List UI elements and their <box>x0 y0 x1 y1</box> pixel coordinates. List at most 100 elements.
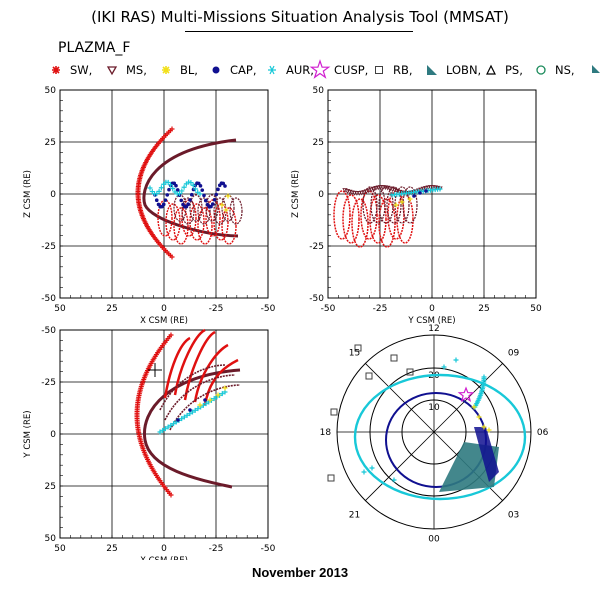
crosshair-marker <box>148 363 162 377</box>
cap-point <box>216 187 220 192</box>
aur-point <box>369 465 375 471</box>
aur-point <box>192 407 198 413</box>
aur-point <box>181 184 187 190</box>
y-tick-label: -50 <box>41 294 56 304</box>
bl-point <box>207 397 213 403</box>
mlt-hour-label: 15 <box>349 348 360 358</box>
mlt-hour-label: 00 <box>428 535 440 545</box>
x-tick-label: -50 <box>261 544 276 554</box>
magnetosheath-loop <box>181 197 195 225</box>
legend-label: LOBN, <box>446 63 481 77</box>
aur-point <box>170 185 176 191</box>
magnetosheath-loop <box>362 186 378 224</box>
aur-point <box>165 179 171 185</box>
panel-yz: -50 -25 0 25 50 50 25 0 -25 -50 Y CSM (RE) Z CSM (R… <box>291 86 542 326</box>
aur-point <box>154 191 160 197</box>
aur-point <box>156 188 162 194</box>
cap-point <box>209 204 213 209</box>
y-tick-label: 0 <box>50 430 56 440</box>
bl-point <box>393 202 399 208</box>
cap-region <box>474 427 499 482</box>
y-tick-label: 50 <box>313 86 325 96</box>
ms-point <box>418 187 424 193</box>
magnetosheath-loop <box>402 186 418 224</box>
cap-point <box>223 184 227 188</box>
legend-label: RB, <box>393 63 413 77</box>
legend-label: SW, <box>70 63 92 77</box>
filled-circle-icon <box>212 66 220 74</box>
magnetosheath-loop <box>229 197 243 225</box>
legend-item-sw: SW, <box>52 63 92 77</box>
ms-point <box>423 186 429 191</box>
bl-point <box>471 404 477 410</box>
solar-wind-loop <box>173 207 189 245</box>
polar-spoke <box>433 363 503 433</box>
panel-xy: 50 25 0 -25 -50 -50 -25 0 25 50 X CSM (RE) Y CSM (R… <box>23 326 276 560</box>
bl-point <box>486 427 492 433</box>
cap-point <box>165 193 170 197</box>
aur-point <box>391 477 397 483</box>
aur-point <box>453 357 459 363</box>
aur-point <box>219 391 225 397</box>
xy-trajectory-plot <box>134 328 241 498</box>
x-tick-label: 0 <box>429 304 435 314</box>
y-tick-label: -25 <box>41 242 56 252</box>
rb-point <box>330 408 338 416</box>
aur-point <box>187 411 193 417</box>
aur-point <box>190 182 196 188</box>
aur-point <box>197 191 203 197</box>
aur-point <box>171 421 177 427</box>
polar-spoke <box>365 431 435 501</box>
aur-point <box>192 186 198 192</box>
solar-wind-loop <box>396 194 414 244</box>
legend-label: CAP, <box>230 63 257 77</box>
rb-point <box>327 474 335 482</box>
star-icon <box>52 66 60 74</box>
cap-point <box>175 188 180 192</box>
circle-icon <box>536 65 546 75</box>
solar-wind-track <box>183 330 216 401</box>
large-star-icon <box>309 59 331 79</box>
magnetosheath-track <box>142 138 239 238</box>
y-axis-label: Y CSM (RE) <box>23 410 33 458</box>
cap-point <box>186 202 191 207</box>
x-tick-label: 50 <box>530 304 542 314</box>
polar-spoke <box>365 363 435 433</box>
x-tick-label: 50 <box>54 304 66 314</box>
solar-wind-point <box>169 254 175 260</box>
cusp-marker <box>457 386 475 403</box>
aur-point <box>160 427 166 433</box>
cap-point <box>179 198 184 203</box>
x-tick-label: 0 <box>161 544 167 554</box>
aur-point <box>177 190 183 196</box>
bl-point <box>219 202 225 208</box>
bl-point <box>215 392 221 398</box>
instrument-label: PLAZMA_F <box>58 40 131 56</box>
x-tick-label: -50 <box>321 304 336 314</box>
ms-point <box>361 190 367 195</box>
solar-wind-loop <box>351 198 369 248</box>
ms-point <box>370 186 377 192</box>
magnetosheath-loop <box>386 186 402 224</box>
solar-wind-loop <box>360 190 378 240</box>
cap-point <box>202 193 206 198</box>
legend-item-aur: AUR, <box>268 63 314 77</box>
aur-point <box>361 469 367 475</box>
y-tick-label: -25 <box>309 242 324 252</box>
solar-wind-loop <box>213 203 229 241</box>
cap-point <box>203 398 207 402</box>
y-tick-label: 25 <box>313 138 324 148</box>
y-tick-label: 25 <box>45 138 56 148</box>
magnetosheath-loop <box>197 197 211 225</box>
y-axis-label: Z CSM (RE) <box>23 170 33 218</box>
mlt-hour-label: 06 <box>537 428 549 438</box>
y-tick-label: 50 <box>45 86 57 96</box>
aur-point <box>184 412 190 418</box>
ms-point <box>356 191 362 196</box>
cap-point <box>198 184 203 188</box>
aur-point <box>188 180 194 186</box>
cap-point <box>424 189 428 193</box>
legend-label: AUR, <box>286 63 314 77</box>
ms-point <box>366 188 372 194</box>
